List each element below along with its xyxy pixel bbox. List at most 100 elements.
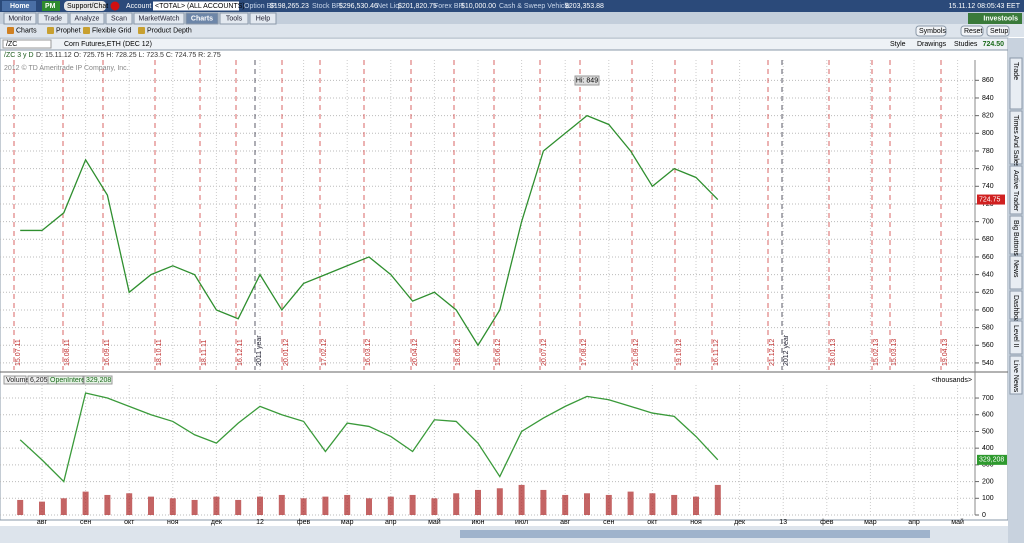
x-tick-label: окт [124,519,135,526]
y-tick-label: 640 [982,271,994,278]
symbol-box[interactable] [2,39,52,49]
side-tab-label[interactable]: Dashboard [1012,295,1019,329]
x-tick-label: июн [471,519,484,526]
side-tab-label[interactable]: Big Buttons [1012,220,1019,256]
side-tab-label[interactable]: Level II [1012,325,1019,348]
tab-label[interactable]: Scan [111,15,127,22]
side-tab[interactable] [1009,255,1023,290]
units-label: <thousands> [932,377,972,384]
side-tab-label[interactable]: Times And Sales [1012,115,1019,168]
x-tick-label: ноя [167,519,179,526]
y-tick-label: 560 [982,342,994,349]
side-tab[interactable] [1009,290,1023,320]
y-tick-label: 0 [982,512,986,519]
button-label[interactable]: Symbols [919,28,946,35]
volume-bar [278,494,285,515]
date-marker-label: 2012 year [783,334,790,366]
y-tick-label: 100 [982,495,994,502]
x-tick-label: май [951,518,964,526]
tool[interactable]: Style [890,41,906,48]
tab[interactable] [37,12,69,25]
account-value[interactable]: <TOTAL> (ALL ACCOUNTS) [155,3,245,10]
volume-bar [605,494,612,515]
button[interactable] [915,25,947,37]
y-tick-label: 840 [982,95,994,102]
y-tick-label: 660 [982,254,994,261]
subtab-icon[interactable] [47,27,54,34]
volume-header: Volume [6,377,29,384]
support-button[interactable] [64,1,106,11]
side-tab[interactable] [1009,320,1023,355]
header-box [47,375,84,385]
x-tick-label: апр [908,519,920,526]
tab-label[interactable]: Charts [191,15,213,22]
volume-bar [562,494,569,515]
volume-bar [584,493,590,515]
subtab-icon[interactable] [83,27,90,34]
brand: Investools [983,15,1018,22]
button-label[interactable]: Setup [990,28,1008,35]
subtab-bar [0,24,1024,37]
alert-icon[interactable] [110,1,120,11]
support-label[interactable]: Support/Chat [67,3,108,10]
tab-label[interactable]: Tools [226,15,243,22]
side-tab-label[interactable]: Active Trader [1012,170,1019,212]
subtab[interactable]: Product Depth [147,27,192,34]
tab[interactable] [105,12,133,25]
pm-label[interactable]: PM [45,3,56,10]
volume-bar [126,493,133,515]
button[interactable] [986,25,1010,37]
side-tab-label[interactable]: Trade [1012,62,1019,80]
side-tab-label[interactable]: News [1012,260,1019,278]
volume-bar [213,496,220,515]
ohlc: D: 15.11.12 O: 725.75 H: 728.25 L: 723.5… [36,52,221,59]
symbol[interactable]: /ZC [6,41,17,48]
tab-label[interactable]: Help [256,15,271,22]
date-marker-label: 18.08.11 [64,339,71,366]
volume-bar [540,489,547,515]
date-marker-label: 16.11.12 [713,339,720,366]
side-tab[interactable] [1009,165,1023,215]
oi-tag-label: 329,208 [979,457,1004,464]
subtab[interactable]: Charts [16,27,37,34]
button-label[interactable]: Reset [964,28,982,35]
home-button[interactable] [2,1,36,11]
tab-label[interactable]: MarketWatch [139,15,180,22]
button[interactable] [960,25,984,37]
y-tick-label: 500 [982,428,994,435]
scrollbar[interactable] [460,530,930,538]
last-tag [977,194,1005,205]
tab-label[interactable]: Trade [44,15,62,22]
tab[interactable] [3,12,37,25]
tab-label[interactable]: Monitor [8,15,32,22]
side-tab-label[interactable]: Live News [1012,360,1019,393]
date-marker-label: 16.12.11 [237,339,244,366]
pm-button[interactable] [42,1,60,11]
subtab[interactable]: Prophet [56,27,81,34]
side-tab[interactable] [1009,355,1023,395]
tab[interactable] [69,12,105,25]
y-tick-label: 800 [982,130,994,137]
tab[interactable] [249,12,277,25]
y-tick-label: 540 [982,360,994,367]
side-tab[interactable] [1009,110,1023,165]
home-label[interactable]: Home [10,3,30,10]
subtab-icon[interactable] [138,27,145,34]
tool[interactable]: Studies [954,41,978,48]
tab-label[interactable]: Analyze [75,15,100,22]
x-tick-label: окт [647,519,658,526]
side-tab[interactable] [1009,215,1023,255]
date-marker-label: 18.10.11 [156,339,163,366]
tool[interactable]: Drawings [917,41,947,48]
brand-box [968,13,1022,24]
date-marker-label: 15.03.13 [891,339,898,366]
side-tab[interactable] [1009,57,1023,110]
tab[interactable] [133,12,185,25]
account-box[interactable] [153,1,239,11]
tab[interactable] [185,12,219,25]
tab[interactable] [219,12,249,25]
subtab[interactable]: Flexible Grid [92,27,131,34]
x-tick-label: май [428,518,441,526]
subtab-icon[interactable] [7,27,14,34]
volume-bar [169,498,176,515]
